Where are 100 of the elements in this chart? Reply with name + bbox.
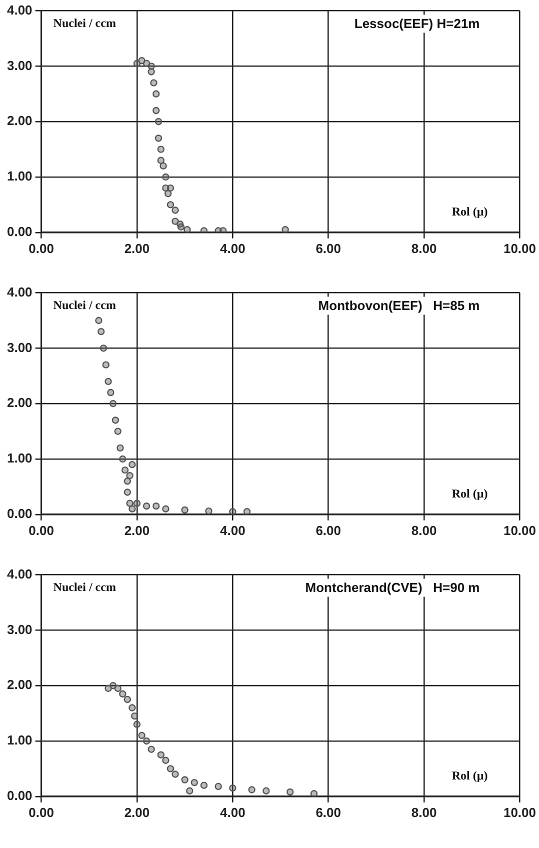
x-tick-label: 4.00 <box>220 240 246 256</box>
point <box>186 787 194 794</box>
point <box>229 508 236 514</box>
point <box>177 223 185 230</box>
point <box>128 704 136 712</box>
point <box>200 782 208 789</box>
point <box>114 684 122 692</box>
y-tick-label: 2.00 <box>6 113 32 128</box>
y-tick-label: 2.00 <box>6 395 32 410</box>
point <box>142 737 150 745</box>
x-tick-label: 10.00 <box>503 522 536 538</box>
point <box>262 787 270 794</box>
point <box>126 472 134 480</box>
point <box>220 227 227 232</box>
point <box>162 505 170 512</box>
point <box>107 388 114 396</box>
point <box>214 782 222 790</box>
point <box>157 751 165 758</box>
point <box>162 173 170 181</box>
point <box>133 500 141 507</box>
point <box>172 206 179 214</box>
x-axis-title: Rol (µ) <box>452 204 488 218</box>
y-tick-label: 3.00 <box>6 340 32 355</box>
y-tick-label: 1.00 <box>6 168 32 184</box>
y-tick-label: 3.00 <box>6 622 32 637</box>
point <box>138 732 146 740</box>
point <box>243 508 251 514</box>
point <box>172 770 179 778</box>
x-tick-label: 10.00 <box>503 240 536 256</box>
chart-title: Montbovon(EEF) H=85 m <box>318 298 480 313</box>
x-tick-label: 8.00 <box>411 804 437 820</box>
y-axis-title: Nuclei / ccm <box>53 298 116 312</box>
point <box>95 316 102 324</box>
point <box>154 118 162 126</box>
point <box>205 507 212 514</box>
x-axis-title: Rol (µ) <box>452 486 488 500</box>
point <box>166 184 174 192</box>
point <box>157 146 165 153</box>
point <box>124 696 132 704</box>
point <box>112 416 120 424</box>
point <box>126 500 134 507</box>
x-tick-label: 2.00 <box>124 804 150 820</box>
point <box>128 505 136 512</box>
point <box>152 502 160 510</box>
point <box>148 68 155 76</box>
y-tick-label: 2.00 <box>6 677 32 692</box>
point <box>114 428 122 435</box>
point <box>152 90 160 98</box>
point <box>133 720 141 728</box>
x-tick-label: 2.00 <box>124 240 150 256</box>
point <box>109 682 117 690</box>
point <box>166 201 174 208</box>
point <box>119 455 126 463</box>
y-tick-label: 0.00 <box>6 788 32 803</box>
point <box>104 378 112 386</box>
y-axis-title: Nuclei / ccm <box>53 580 116 594</box>
x-tick-label: 0.00 <box>28 522 54 538</box>
point <box>148 746 155 753</box>
point <box>229 784 236 792</box>
x-tick-label: 4.00 <box>220 804 246 820</box>
x-tick-label: 2.00 <box>124 522 150 538</box>
y-tick-label: 1.00 <box>6 450 32 466</box>
x-tick-label: 6.00 <box>316 240 342 256</box>
chart-title: Montcherand(CVE) H=90 m <box>305 580 480 595</box>
point <box>190 778 198 786</box>
point <box>282 226 289 232</box>
point <box>181 776 188 784</box>
point <box>100 344 108 352</box>
x-tick-label: 6.00 <box>316 804 342 820</box>
y-tick-label: 0.00 <box>6 224 32 239</box>
point <box>119 690 126 698</box>
chart-title: Lessoc(EEF) H=21m <box>354 16 480 31</box>
x-tick-label: 8.00 <box>411 240 437 256</box>
y-tick-label: 3.00 <box>6 58 32 73</box>
point <box>102 361 110 368</box>
point <box>162 756 170 764</box>
point <box>166 765 174 772</box>
point <box>128 460 136 468</box>
point <box>116 444 124 452</box>
point <box>164 190 172 198</box>
point <box>181 506 188 514</box>
y-tick-label: 4.00 <box>6 2 32 18</box>
point <box>124 478 132 485</box>
point <box>150 79 158 86</box>
point <box>130 712 138 720</box>
y-tick-label: 4.00 <box>6 566 32 582</box>
y-tick-label: 1.00 <box>6 732 32 748</box>
point <box>184 226 191 232</box>
x-tick-label: 10.00 <box>503 804 536 820</box>
x-tick-label: 0.00 <box>28 804 54 820</box>
point <box>157 156 165 164</box>
y-tick-label: 0.00 <box>6 506 32 521</box>
point <box>142 502 150 510</box>
point <box>124 488 132 496</box>
x-tick-label: 0.00 <box>28 240 54 256</box>
point <box>286 788 294 796</box>
x-tick-label: 8.00 <box>411 522 437 538</box>
point <box>98 328 105 336</box>
point <box>109 400 117 408</box>
x-axis-title: Rol (µ) <box>452 768 488 782</box>
